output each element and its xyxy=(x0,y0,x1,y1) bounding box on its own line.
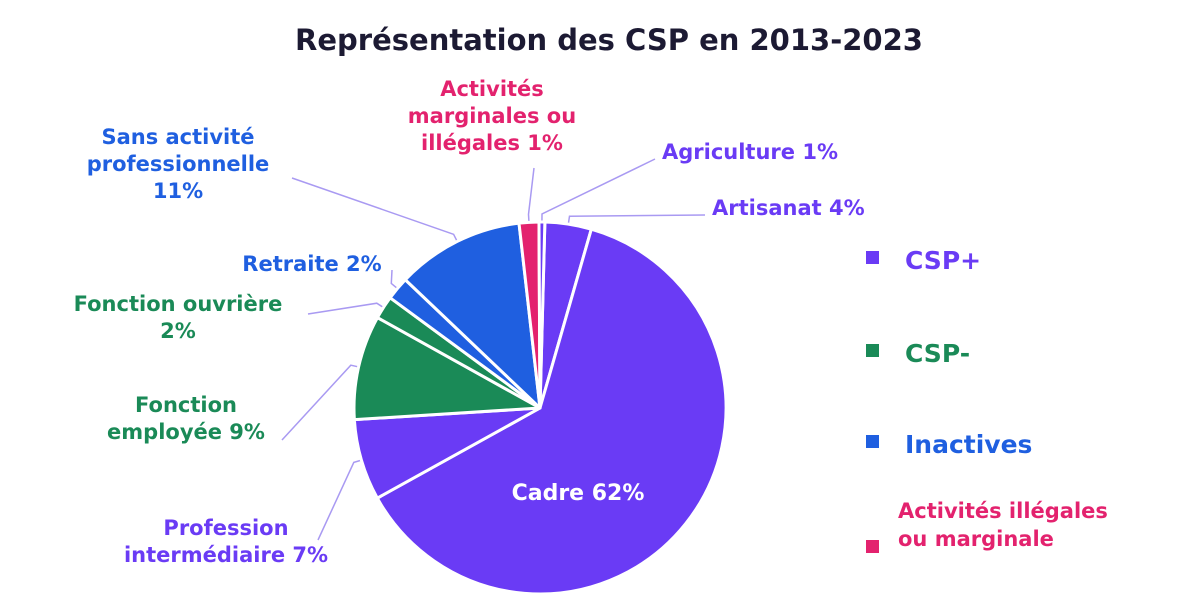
legend-swatch xyxy=(866,435,879,448)
leader-line-artisanat xyxy=(566,214,706,229)
data-label-profession-intermediaire: Profession intermédiaire 7% xyxy=(124,516,328,567)
legend-item-activites-illegales-ou-marginale: Activités illégales ou marginale xyxy=(866,499,1108,553)
leader-line-fonction-employee xyxy=(281,364,363,441)
data-label-sans-activite-professionnelle: Sans activité professionnelle 11% xyxy=(87,125,270,203)
data-label-retraite: Retraite 2% xyxy=(242,252,381,276)
leader-line-activites-marginales-ou-illegales xyxy=(527,167,535,227)
data-label-fonction-ouvriere: Fonction ouvrière 2% xyxy=(74,292,283,343)
slice-sans-activite-professionnelle xyxy=(403,221,542,410)
slice-fonction-employee xyxy=(352,316,542,422)
data-label-fonction-employee: Fonction employée 9% xyxy=(107,393,265,444)
legend-label: Activités illégales ou marginale xyxy=(898,499,1108,551)
data-label-activites-marginales-ou-illegales: Activités marginales ou illégales 1% xyxy=(408,77,576,155)
legend-swatch xyxy=(866,540,879,553)
legend-swatch xyxy=(866,344,879,357)
data-label-cadre: Cadre 62% xyxy=(512,481,645,506)
legend-label: CSP+ xyxy=(905,246,981,275)
leader-line-sans-activite-professionnelle xyxy=(291,177,460,246)
chart-title: Représentation des CSP en 2013-2023 xyxy=(295,23,923,57)
legend-item-inactives: Inactives xyxy=(866,430,1032,459)
slice-agriculture xyxy=(537,220,547,410)
legend-label: CSP- xyxy=(905,339,970,368)
legend-item-csp: CSP- xyxy=(866,339,970,368)
data-label-agriculture: Agriculture 1% xyxy=(662,140,838,164)
leader-line-fonction-ouvriere xyxy=(307,302,388,315)
slice-cadre xyxy=(375,227,728,596)
leader-line-profession-intermediaire xyxy=(317,458,366,541)
legend-item-csp: CSP+ xyxy=(866,246,981,275)
legend-swatch xyxy=(866,251,879,264)
legend-label: Inactives xyxy=(905,430,1032,459)
data-label-artisanat: Artisanat 4% xyxy=(712,196,865,220)
